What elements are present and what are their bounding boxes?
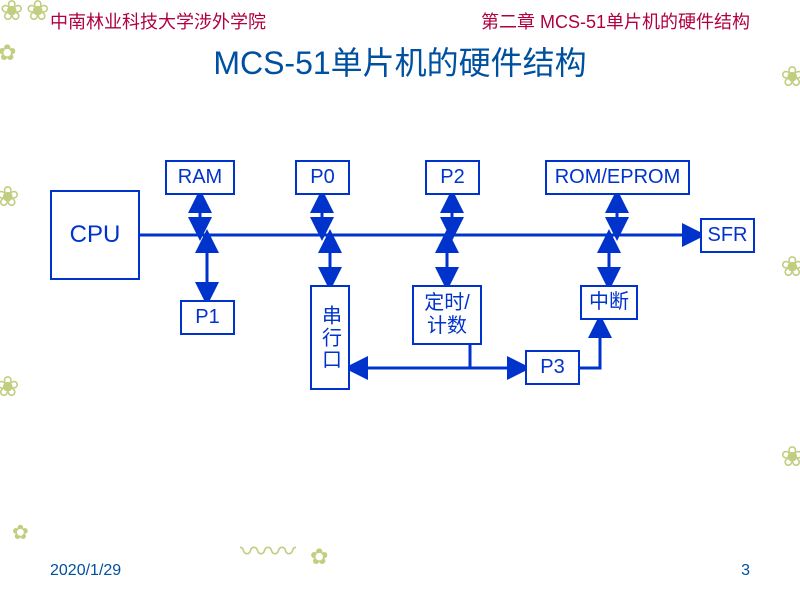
header-chapter: 第二章 MCS-51单片机的硬件结构 (481, 8, 750, 34)
decoration: ❀ (0, 180, 19, 213)
decoration: ✿ (310, 544, 328, 570)
node-p0: P0 (295, 160, 350, 195)
node-sfr: SFR (700, 218, 755, 253)
footer-page: 3 (741, 562, 750, 580)
footer-date: 2020/1/29 (50, 562, 121, 580)
decoration: ❀ (0, 0, 23, 27)
decoration: ❀ (0, 370, 19, 403)
header-institution: 中南林业科技大学涉外学院 (50, 8, 266, 34)
decoration: ❀ (781, 250, 800, 283)
page-title: MCS-51单片机的硬件结构 (0, 38, 800, 84)
node-serial: 串行口 (310, 285, 350, 390)
decoration: ✿ (12, 520, 29, 545)
node-cpu: CPU (50, 190, 140, 280)
decoration: ❀ (26, 0, 49, 27)
node-p2: P2 (425, 160, 480, 195)
node-intr: 中断 (580, 285, 638, 320)
node-p1: P1 (180, 300, 235, 335)
hardware-diagram: CPU RAM P0 P2 ROM/EPROM SFR P1 串行口 定时/ 计数 中断P3 (40, 130, 760, 450)
node-ram: RAM (165, 160, 235, 195)
decoration: 〰〰 (240, 530, 296, 570)
node-rom: ROM/EPROM (545, 160, 690, 195)
decoration: ❀ (781, 440, 800, 473)
node-timer: 定时/ 计数 (412, 285, 482, 345)
node-p3: P3 (525, 350, 580, 385)
